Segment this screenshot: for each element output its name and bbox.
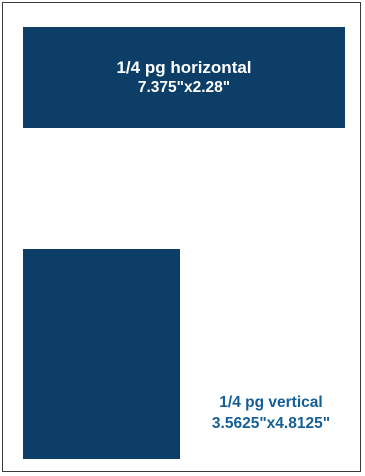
quarter-page-vertical-box	[23, 249, 180, 459]
vertical-ad-title: 1/4 pg vertical	[219, 394, 323, 411]
vertical-ad-dimensions: 3.5625"x4.8125"	[211, 415, 331, 432]
horizontal-ad-title: 1/4 pg horizontal	[116, 58, 252, 77]
quarter-page-horizontal-box: 1/4 pg horizontal 7.375"x2.28"	[23, 27, 345, 128]
vertical-ad-caption: 1/4 pg vertical 3.5625"x4.8125"	[184, 392, 358, 434]
horizontal-ad-dimensions: 7.375"x2.28"	[137, 79, 231, 96]
